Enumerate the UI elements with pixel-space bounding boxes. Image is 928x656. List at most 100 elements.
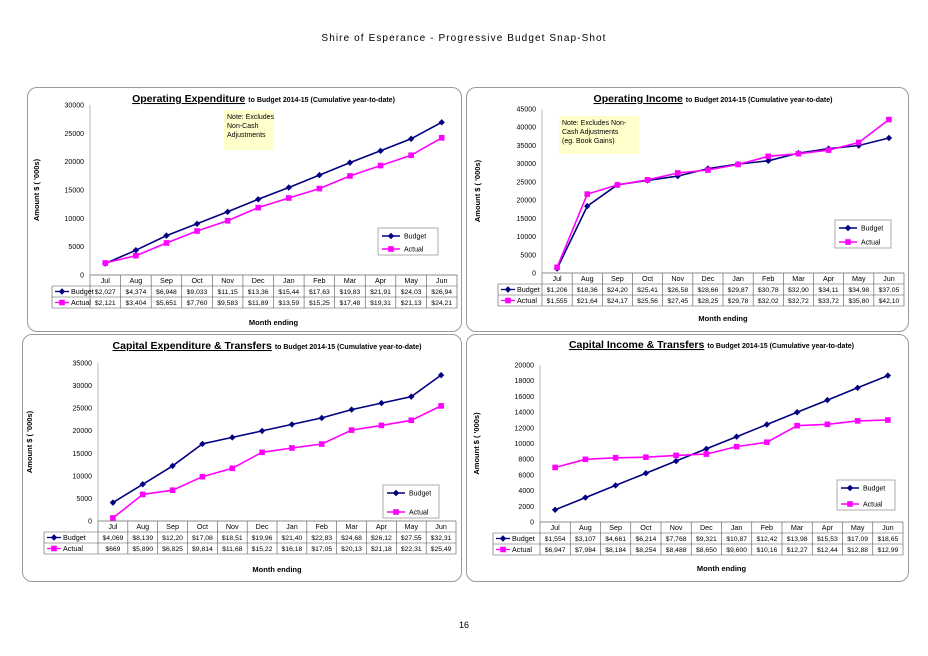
data-label: $12,88	[847, 547, 868, 554]
x-tick-label: Apr	[822, 523, 834, 532]
legend-marker	[845, 239, 851, 245]
data-label: $6,948	[156, 289, 177, 296]
y-tick-label: 5000	[76, 496, 92, 503]
data-label: $9,321	[696, 536, 717, 543]
data-label: $21,91	[370, 289, 391, 296]
actual-point	[612, 454, 619, 461]
data-label: $15,22	[252, 546, 273, 553]
table-row-label: Budget	[63, 533, 86, 542]
x-tick-label: Jul	[108, 522, 118, 531]
capital-expenditure-chart: Capital Expenditure & Transfers to Budget…	[25, 340, 457, 574]
data-label: $42,10	[879, 298, 900, 305]
x-tick-label: Aug	[129, 276, 142, 285]
legend-label: Budget	[404, 234, 426, 241]
chart-title: Operating Income to Budget 2014-15 (Cumul…	[594, 93, 833, 105]
budget-point	[763, 421, 771, 428]
data-label: $7,768	[666, 536, 687, 543]
actual-point	[194, 228, 200, 234]
chart-subtitle: to Budget 2014-15 (Cumulative year-to-da…	[275, 344, 422, 351]
chart-title-main: Capital Expenditure & Transfers	[113, 340, 272, 352]
actual-point	[674, 170, 681, 176]
legend-label: Actual	[861, 240, 881, 247]
data-label: $26,94	[431, 289, 452, 296]
budget-point	[674, 172, 681, 180]
budget-series-line	[556, 137, 890, 269]
data-label: $28,25	[698, 298, 719, 305]
actual-point	[347, 173, 353, 179]
data-label: $21,13	[401, 300, 422, 307]
table-row-label: Actual	[517, 296, 537, 305]
y-tick-label: 25000	[65, 131, 85, 138]
capital-expenditure-chart-panel: Capital Expenditure & Transfers to Budget…	[22, 334, 462, 582]
legend-marker	[846, 484, 854, 492]
x-tick-label: Nov	[670, 523, 683, 532]
x-tick-label: Jul	[552, 274, 562, 283]
data-label: $32,90	[788, 287, 809, 294]
data-label: $16,18	[282, 546, 303, 553]
actual-point	[582, 456, 589, 463]
actual-point	[794, 422, 800, 429]
data-label: $4,374	[125, 289, 146, 296]
table-row-label: Budget	[512, 534, 535, 543]
x-tick-label: Oct	[640, 523, 651, 532]
data-label: $24,20	[607, 287, 628, 294]
data-label: $20,13	[341, 546, 362, 553]
x-tick-label: Apr	[375, 276, 387, 285]
actual-point	[318, 441, 325, 447]
chart-title-main: Operating Income	[594, 93, 683, 105]
x-tick-label: May	[851, 523, 865, 532]
x-tick-label: Dec	[702, 274, 715, 283]
x-tick-label: Nov	[221, 276, 234, 285]
actual-point	[825, 147, 832, 153]
x-tick-label: Mar	[344, 276, 357, 285]
actual-point	[255, 204, 262, 211]
data-label: $9,814	[192, 546, 213, 553]
data-label: $34,11	[818, 287, 839, 294]
data-label: $7,984	[575, 547, 596, 554]
y-axis-label: Amount $ ( '000s)	[473, 159, 482, 222]
x-axis-label: Month ending	[252, 565, 302, 574]
data-label: $9,583	[217, 300, 238, 307]
legend-label: Actual	[409, 510, 429, 517]
data-label: $29,78	[728, 298, 749, 305]
budget-point	[318, 414, 325, 422]
y-tick-label: 10000	[517, 234, 537, 241]
x-tick-label: Apr	[823, 274, 835, 283]
data-label: $3,404	[125, 300, 146, 307]
actual-point	[765, 153, 772, 160]
budget-point	[285, 184, 292, 191]
actual-point	[316, 185, 323, 192]
x-tick-label: Feb	[313, 276, 325, 285]
chart-subtitle: to Budget 2014-15 (Cumulative year-to-da…	[248, 97, 395, 104]
capital-income-chart-panel: Capital Income & Transfers to Budget 2014…	[466, 334, 909, 582]
data-label: $37,05	[879, 287, 900, 294]
data-label: $21,64	[577, 298, 598, 305]
actual-point	[552, 464, 558, 471]
chart-subtitle: to Budget 2014-15 (Cumulative year-to-da…	[707, 343, 854, 350]
y-tick-label: 6000	[518, 472, 534, 479]
x-tick-label: Oct	[191, 276, 202, 285]
operating-income-chart: Operating Income to Budget 2014-15 (Cumul…	[473, 93, 905, 323]
data-label: $15,44	[278, 289, 299, 296]
data-label: $24,68	[341, 535, 362, 542]
y-tick-label: 35000	[73, 361, 93, 368]
legend-box	[382, 484, 440, 519]
table-row-label: Budget	[517, 285, 540, 294]
data-label: $25,49	[431, 546, 452, 553]
budget-point	[408, 393, 415, 400]
data-label: $8,184	[605, 547, 626, 554]
note-text: (eg. Book Gains)	[562, 138, 615, 145]
table-row-label: Actual	[512, 545, 532, 554]
x-tick-label: May	[852, 274, 866, 283]
x-tick-label: Jan	[286, 522, 298, 531]
budget-point	[885, 134, 893, 142]
x-tick-label: Sep	[160, 276, 173, 285]
y-tick-label: 25000	[73, 406, 93, 413]
actual-point	[824, 421, 831, 428]
budget-point	[793, 409, 801, 416]
table-legend-marker	[505, 297, 511, 304]
actual-point	[438, 403, 444, 409]
table-row-label: Actual	[71, 298, 91, 307]
data-label: $32,02	[758, 298, 779, 305]
y-tick-label: 10000	[73, 473, 93, 480]
